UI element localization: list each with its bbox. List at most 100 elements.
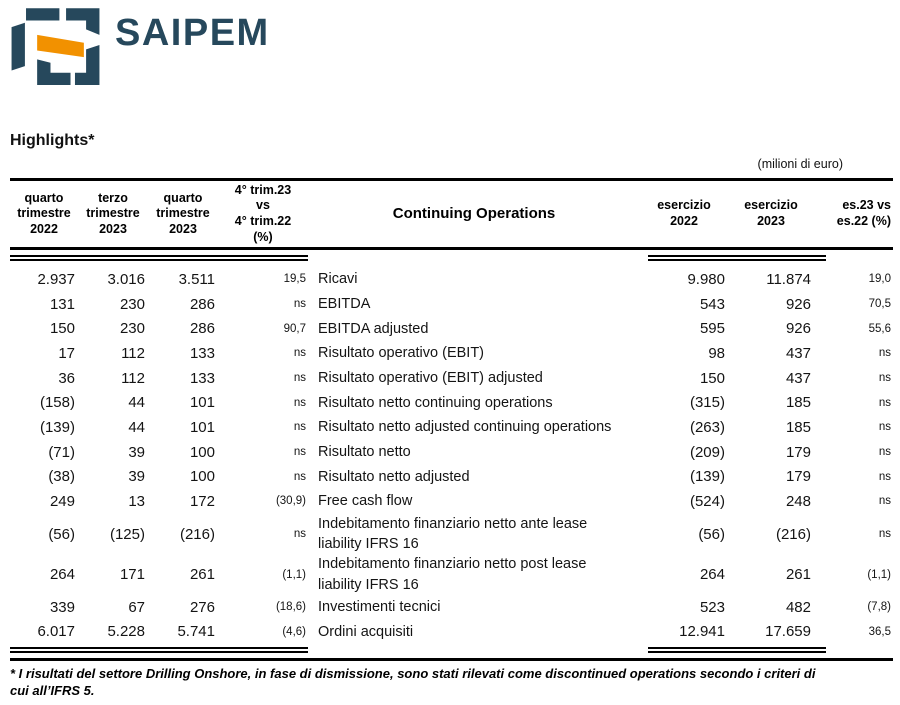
cell-q3-2023: 112: [121, 344, 145, 362]
header-fy-2023: esercizio 2023: [744, 198, 798, 228]
double-rule-right: [648, 255, 826, 261]
cell-fy-2022: 595: [699, 320, 725, 338]
cell-quarter-variation: ns: [293, 528, 306, 541]
table-row: 339 67 276 (18,6) Investimenti tecnici 523 482…: [10, 595, 893, 620]
row-label: Ricavi: [318, 271, 358, 288]
cell-q3-2023: 230: [119, 295, 145, 313]
cell-fy-variation: (1,1): [867, 568, 891, 581]
logo-segment: [66, 8, 100, 35]
table-row: 131 230 286 ns EBITDA 543 926 70,5: [10, 292, 893, 317]
cell-fy-2022: 543: [699, 295, 725, 313]
table-row: 150 230 286 90,7 EBITDA adjusted 595 926 55,6: [10, 316, 893, 341]
unit-note: (milioni di euro): [757, 157, 843, 171]
cell-fy-2023: 185: [785, 394, 811, 412]
cell-fy-2022: (56): [698, 525, 725, 543]
cell-fy-2022: (263): [689, 418, 725, 436]
double-rule-zone-bottom: [10, 644, 893, 658]
row-label: Investimenti tecnici: [318, 598, 441, 615]
cell-fy-variation: ns: [878, 421, 891, 434]
header-continuing-operations: Continuing Operations: [392, 204, 556, 222]
cell-q4-2023: (216): [179, 525, 215, 543]
cell-fy-2023: 179: [785, 468, 811, 486]
cell-q4-2022: 150: [49, 320, 75, 338]
table-row: (38) 39 100 ns Risultato netto adjusted (139)…: [10, 464, 893, 489]
cell-q3-2023: 230: [119, 320, 145, 338]
cell-q4-2022: (139): [39, 418, 75, 436]
table-body: 2.937 3.016 3.511 19,5 Ricavi 9.980 11.874 19,0…: [10, 267, 893, 644]
cell-fy-2023: (216): [775, 525, 811, 543]
page-title: Highlights*: [10, 132, 95, 149]
cell-fy-2022: (315): [689, 394, 725, 412]
table-row: (158) 44 101 ns Risultato netto continuing o…: [10, 390, 893, 415]
row-label: Risultato netto: [318, 443, 411, 460]
cell-q4-2022: 339: [49, 598, 75, 616]
cell-fy-variation: (7,8): [867, 601, 891, 614]
row-label: Indebitamento finanziario netto post lea…: [318, 556, 587, 593]
cell-q4-2023: 5.741: [177, 623, 215, 641]
double-rule-right: [648, 647, 826, 654]
row-label: Risultato netto adjusted continuing oper…: [318, 419, 612, 436]
table-row: 2.937 3.016 3.511 19,5 Ricavi 9.980 11.874 19,0: [10, 267, 893, 292]
header-fy-2022: esercizio 2022: [657, 198, 711, 228]
cell-q4-2023: 100: [189, 443, 215, 461]
table-row: 36 112 133 ns Risultato operativo (EBIT) adj…: [10, 366, 893, 391]
cell-fy-2023: 185: [785, 418, 811, 436]
cell-fy-2023: 261: [785, 566, 811, 584]
cell-fy-2023: 179: [785, 443, 811, 461]
row-label: Risultato netto continuing operations: [318, 394, 553, 411]
cell-fy-variation: ns: [878, 372, 891, 385]
highlights-table: quarto trimestre 2022 terzo trimestre 20…: [10, 178, 893, 662]
logo: SAIPEM: [8, 6, 270, 95]
table-row: 17 112 133 ns Risultato operativo (EBIT) 98 43…: [10, 341, 893, 366]
logo-segment: [37, 59, 71, 85]
footnote: * I risultati del settore Drilling Onsho…: [10, 666, 816, 698]
cell-fy-2022: 264: [699, 566, 725, 584]
table-row: (139) 44 101 ns Risultato netto adjusted con…: [10, 415, 893, 440]
cell-fy-variation: ns: [878, 396, 891, 409]
row-label: Risultato operativo (EBIT): [318, 345, 485, 362]
cell-q4-2022: (38): [48, 468, 75, 486]
cell-q4-2022: (158): [39, 394, 75, 412]
logo-segment: [74, 44, 100, 85]
cell-fy-2022: (524): [689, 492, 725, 510]
header-quarter-variation: 4° trim.23 vs 4° trim.22 (%): [234, 182, 292, 244]
cell-fy-2023: 437: [785, 369, 811, 387]
table-row: 264 171 261 (1,1) Indebitamento finanziario …: [10, 554, 893, 595]
cell-fy-2023: 437: [785, 344, 811, 362]
logo-segment: [11, 22, 25, 71]
cell-quarter-variation: 90,7: [283, 322, 306, 335]
cell-q4-2022: 249: [49, 492, 75, 510]
cell-fy-variation: ns: [878, 528, 891, 541]
cell-fy-2022: 98: [708, 344, 725, 362]
cell-q3-2023: 171: [119, 566, 145, 584]
row-label: EBITDA: [318, 295, 371, 312]
header-fy-variation: es.23 vs es.22 (%): [836, 198, 891, 228]
cell-fy-2023: 926: [785, 320, 811, 338]
cell-fy-variation: ns: [878, 470, 891, 483]
cell-q4-2023: 100: [189, 468, 215, 486]
cell-quarter-variation: ns: [293, 298, 306, 310]
cell-fy-2023: 248: [785, 492, 811, 510]
cell-fy-2022: 523: [699, 598, 725, 616]
cell-fy-2022: 12.941: [679, 623, 725, 641]
double-rule-left: [10, 255, 308, 261]
cell-quarter-variation: ns: [293, 372, 306, 385]
cell-q4-2023: 276: [189, 598, 215, 616]
cell-fy-variation: 55,6: [868, 322, 891, 335]
cell-q4-2022: 2.937: [37, 270, 75, 288]
cell-fy-variation: 19,0: [868, 273, 891, 286]
row-label: Risultato netto adjusted: [318, 468, 470, 485]
cell-q4-2023: 133: [189, 369, 215, 387]
table-row: 6.017 5.228 5.741 (4,6) Ordini acquisiti 12.9…: [10, 619, 893, 644]
cell-quarter-variation: (4,6): [282, 625, 306, 638]
footnote-divider: [10, 658, 893, 662]
cell-fy-2022: 150: [699, 369, 725, 387]
header-q3-2023: terzo trimestre 2023: [86, 190, 140, 236]
double-rule-zone-top: [10, 250, 893, 267]
cell-q4-2022: 6.017: [37, 623, 75, 641]
cell-fy-variation: ns: [878, 495, 891, 508]
cell-q4-2023: 133: [189, 344, 215, 362]
cell-q4-2023: 286: [189, 295, 215, 313]
brand-name: SAIPEM: [115, 12, 270, 54]
header-q4-2023: quarto trimestre 2023: [156, 190, 210, 236]
